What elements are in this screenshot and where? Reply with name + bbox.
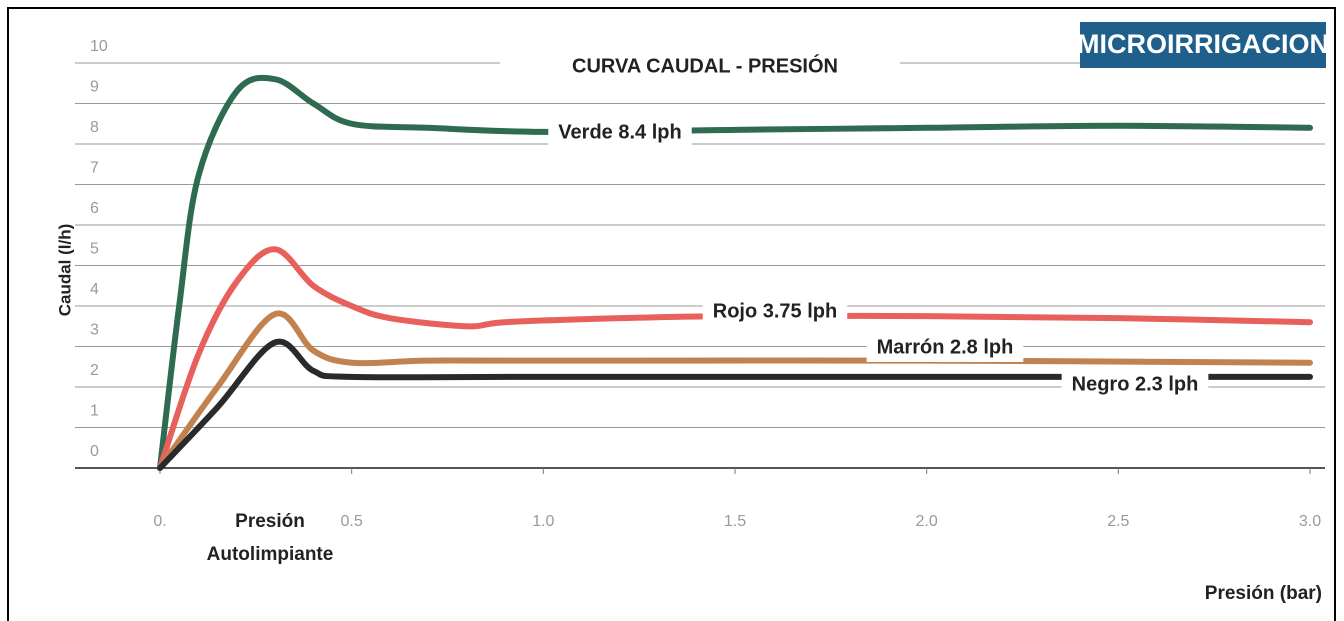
y-tick-label: 8 <box>90 119 99 136</box>
chart-title: CURVA CAUDAL - PRESIÓN <box>572 53 838 77</box>
series-label-bg <box>702 298 848 326</box>
y-tick-label: 1 <box>90 403 99 420</box>
series-label: Marrón 2.8 lph <box>877 336 1014 358</box>
x-tick-label: 2.5 <box>1107 513 1129 530</box>
y-tick-label: 2 <box>90 362 99 379</box>
x-tick-label: 1.0 <box>532 513 554 530</box>
series-label: Negro 2.3 lph <box>1072 373 1199 395</box>
x-tick-label: 1.5 <box>724 513 746 530</box>
title-bg <box>500 50 900 84</box>
y-tick-label: 5 <box>90 241 99 258</box>
series-label-bg <box>1061 371 1209 399</box>
y-tick-label: 3 <box>90 322 99 339</box>
annotation: Autolimpiante <box>207 544 334 565</box>
y-axis-label: Caudal (l/h) <box>55 224 74 317</box>
x-axis-label: Presión (bar) <box>1205 583 1322 604</box>
annotation: Presión <box>235 511 305 532</box>
series-label: Verde 8.4 lph <box>558 121 681 143</box>
series-label-bg <box>866 334 1024 362</box>
y-tick-label: 9 <box>90 79 99 96</box>
y-tick-label: 10 <box>90 38 108 55</box>
badge-bg <box>1080 22 1326 68</box>
series-line <box>157 74 1313 471</box>
series-label: Rojo 3.75 lph <box>713 300 837 322</box>
series-line <box>157 246 1313 471</box>
x-tick-label: 0. <box>153 513 166 530</box>
frame <box>7 7 1336 621</box>
y-tick-label: 4 <box>90 281 99 298</box>
y-tick-label: 7 <box>90 160 99 177</box>
x-tick-label: 2.0 <box>916 513 938 530</box>
x-tick-label: 3.0 <box>1299 513 1321 530</box>
x-tick-label: 0.5 <box>341 513 363 530</box>
y-tick-label: 0 <box>90 443 99 460</box>
badge: MICROIRRIGACION <box>1077 29 1329 59</box>
series-label-bg <box>548 119 692 147</box>
y-tick-label: 6 <box>90 200 99 217</box>
